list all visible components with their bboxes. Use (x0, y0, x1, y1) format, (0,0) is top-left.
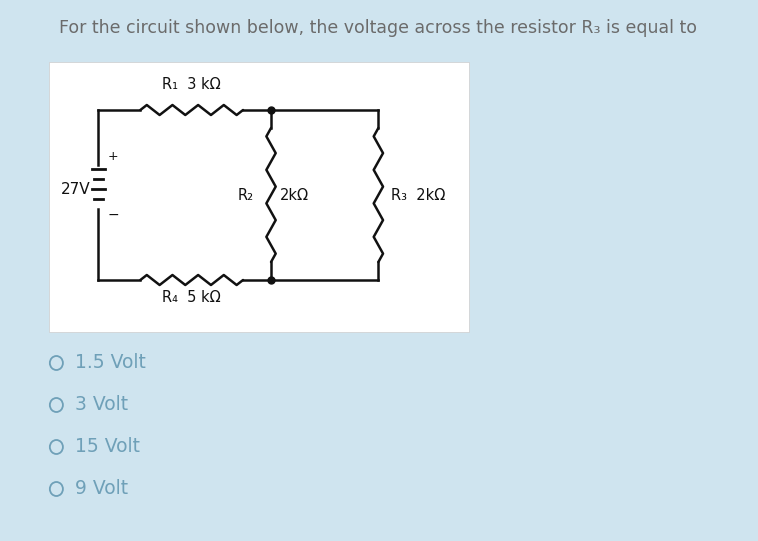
Text: 15 Volt: 15 Volt (75, 438, 140, 457)
Text: For the circuit shown below, the voltage across the resistor R₃ is equal to: For the circuit shown below, the voltage… (59, 19, 697, 37)
Text: R₁  3 kΩ: R₁ 3 kΩ (162, 77, 221, 92)
Text: R₂: R₂ (238, 188, 254, 202)
Text: 27V: 27V (61, 182, 91, 197)
FancyBboxPatch shape (49, 62, 469, 332)
Text: 9 Volt: 9 Volt (75, 479, 128, 498)
Text: R₄  5 kΩ: R₄ 5 kΩ (162, 290, 221, 305)
Text: −: − (108, 208, 119, 222)
Text: 2kΩ: 2kΩ (280, 188, 309, 202)
Text: +: + (108, 150, 118, 163)
Text: R₃  2kΩ: R₃ 2kΩ (391, 188, 446, 202)
Text: 3 Volt: 3 Volt (75, 395, 128, 414)
Text: 1.5 Volt: 1.5 Volt (75, 353, 146, 373)
